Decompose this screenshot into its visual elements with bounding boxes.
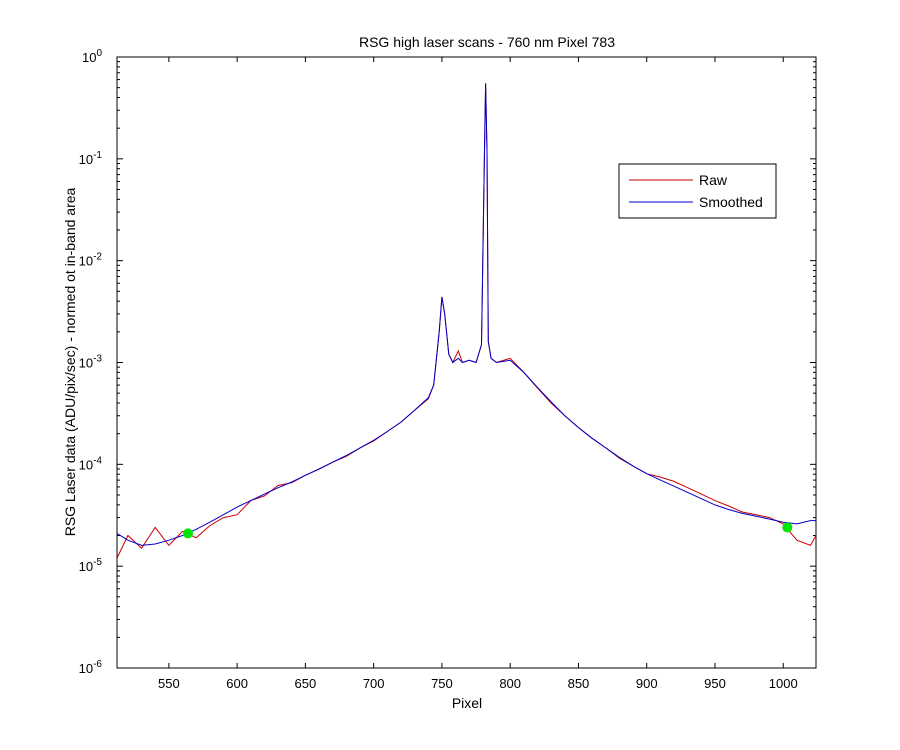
marker-point [182,528,193,539]
y-tick-label: 10-6 [79,659,103,676]
x-tick-label: 700 [363,676,385,691]
y-tick-label: 10-5 [79,557,103,574]
y-tick-label: 10-4 [79,455,103,472]
y-tick-exponent: -6 [93,659,102,670]
x-tick-label: 800 [499,676,521,691]
x-axis: 550 600 650 700 750 800 850 900 950 1000 [158,57,798,691]
x-axis-label: Pixel [452,695,482,711]
plot-area [116,56,817,669]
chart-title: RSG high laser scans - 760 nm Pixel 783 [359,34,615,50]
y-tick-base: 10 [79,661,93,676]
y-tick-base: 10 [79,356,93,371]
x-tick-label: 950 [704,676,726,691]
y-tick-base: 10 [79,457,93,472]
legend-raw-label: Raw [699,172,728,188]
x-tick-label: 850 [568,676,590,691]
marker-layer [182,522,793,539]
series-line-smoothed [116,83,816,546]
x-tick-label: 550 [158,676,180,691]
y-tick-base: 10 [79,152,93,167]
y-tick-exponent: -1 [93,150,102,161]
y-tick-label: 10-1 [79,150,103,167]
legend-box [618,163,777,219]
y-tick-exponent: -5 [93,557,102,568]
marker-point [782,522,793,533]
x-tick-label: 600 [226,676,248,691]
y-axis-label: RSG Laser data (ADU/pix/sec) - normed ot… [62,187,78,536]
y-tick-exponent: -4 [93,455,102,466]
legend-smoothed-label: Smoothed [699,194,763,210]
x-tick-label: 1000 [769,676,798,691]
y-tick-exponent: 0 [96,48,102,59]
y-tick-base: 10 [79,559,93,574]
series-layer [116,83,817,559]
y-tick-base: 10 [79,254,93,269]
y-tick-exponent: -2 [93,252,102,263]
y-tick-label: 10-2 [79,252,103,269]
y-tick-base: 10 [82,50,96,65]
y-tick-exponent: -3 [93,354,102,365]
x-tick-label: 650 [295,676,317,691]
legend: Raw Smoothed [618,163,777,219]
x-tick-label: 750 [431,676,453,691]
x-tick-label: 900 [636,676,658,691]
y-tick-label: 100 [82,48,102,65]
y-tick-label: 10-3 [79,354,103,371]
